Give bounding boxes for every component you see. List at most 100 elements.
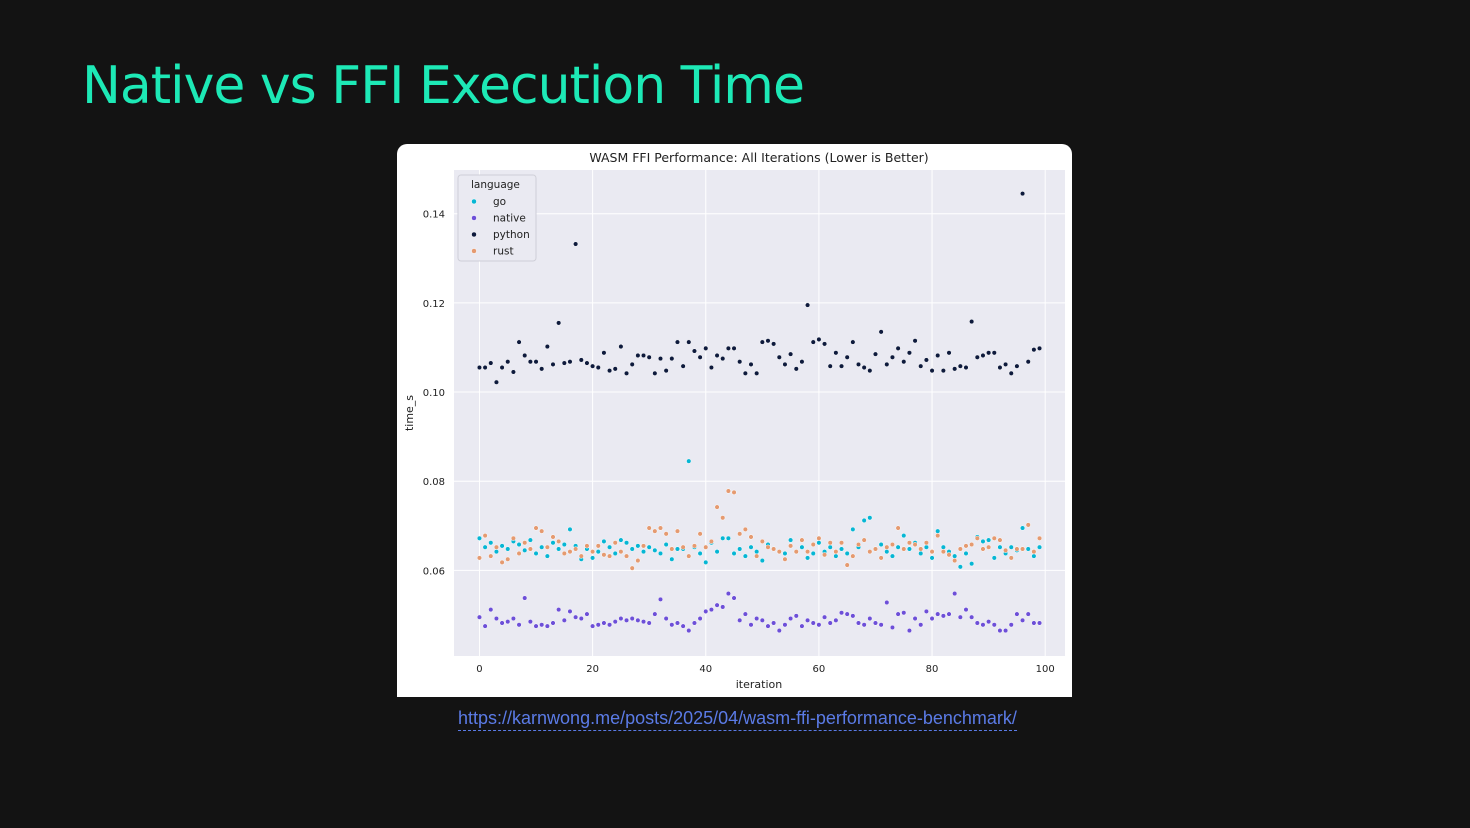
point-rust [912,541,918,548]
point-rust [595,543,601,549]
point-python [742,370,748,376]
point-rust [861,537,867,543]
point-rust [635,558,641,564]
y-tick-labels: 0.06 0.08 0.10 0.12 0.14 [423,210,445,578]
point-python [691,348,697,354]
point-python [878,329,884,335]
point-native [476,614,483,620]
point-go [1036,544,1043,550]
point-go [788,537,794,543]
point-python [1020,191,1026,197]
point-native [918,622,924,628]
point-rust [646,525,652,531]
point-rust [657,525,664,531]
point-go [612,550,618,556]
point-rust [935,533,941,539]
point-rust [561,550,567,556]
legend-title: language [471,179,520,191]
point-rust [640,543,647,549]
point-rust [1014,546,1020,552]
point-python [635,352,641,359]
point-native [923,608,929,614]
point-rust [776,549,782,555]
point-native [754,615,760,622]
point-native [946,611,952,617]
point-native [522,595,528,601]
point-go [697,550,703,556]
point-native [980,622,986,628]
point-python [810,339,816,345]
x-axis-label: iteration [736,678,782,691]
point-rust [918,546,924,552]
point-go [861,517,867,524]
point-python [805,302,811,308]
point-native [584,611,590,617]
point-rust [827,540,833,546]
point-python [516,339,522,345]
point-rust [533,525,539,531]
point-rust [476,555,483,561]
point-go [731,550,737,556]
point-native [822,614,828,620]
point-python [561,360,567,366]
point-go [725,535,731,541]
point-rust [799,537,805,543]
point-python [539,366,545,372]
point-native [578,615,584,622]
point-native [742,611,748,617]
point-native [544,623,550,629]
point-python [855,361,862,367]
point-rust [816,535,822,541]
point-rust [686,553,692,559]
point-native [505,619,511,625]
point-native [901,610,907,616]
point-go [1031,553,1037,559]
point-go [663,541,669,548]
point-python [607,368,613,374]
legend-marker-native [471,215,477,221]
point-python [986,350,992,356]
point-python [510,369,516,375]
point-native [686,628,692,634]
point-native [861,622,867,628]
point-go [482,544,488,550]
x-tick-label: 20 [586,664,599,675]
point-go [1008,544,1014,550]
point-go [629,546,635,552]
point-rust [578,553,584,559]
point-python [601,350,607,356]
point-go [686,458,692,464]
point-go [561,541,567,548]
point-go [635,543,641,549]
point-python [708,364,714,371]
point-native [708,607,714,613]
point-rust [573,546,579,552]
point-rust [527,546,533,552]
y-axis-label: time_s [403,395,416,431]
point-python [963,364,969,371]
point-rust [782,556,788,562]
point-native [957,614,963,620]
point-native [640,619,647,625]
point-rust [997,537,1003,543]
point-native [878,622,884,628]
point-native [657,596,664,602]
point-python [1014,363,1020,369]
point-python [527,359,533,365]
point-rust [584,543,590,549]
point-native [895,611,901,617]
point-native [810,620,816,626]
point-python [867,368,873,374]
point-python [640,352,647,359]
point-python [550,361,556,367]
point-go [476,535,483,541]
point-rust [539,528,545,534]
point-rust [499,559,505,565]
point-rust [969,541,975,548]
point-python [822,341,828,347]
point-python [997,364,1003,371]
point-go [986,537,992,543]
point-rust [703,544,709,550]
x-tick-label: 100 [1036,664,1055,675]
source-link[interactable]: https://karnwong.me/posts/2025/04/wasm-f… [458,708,1017,731]
